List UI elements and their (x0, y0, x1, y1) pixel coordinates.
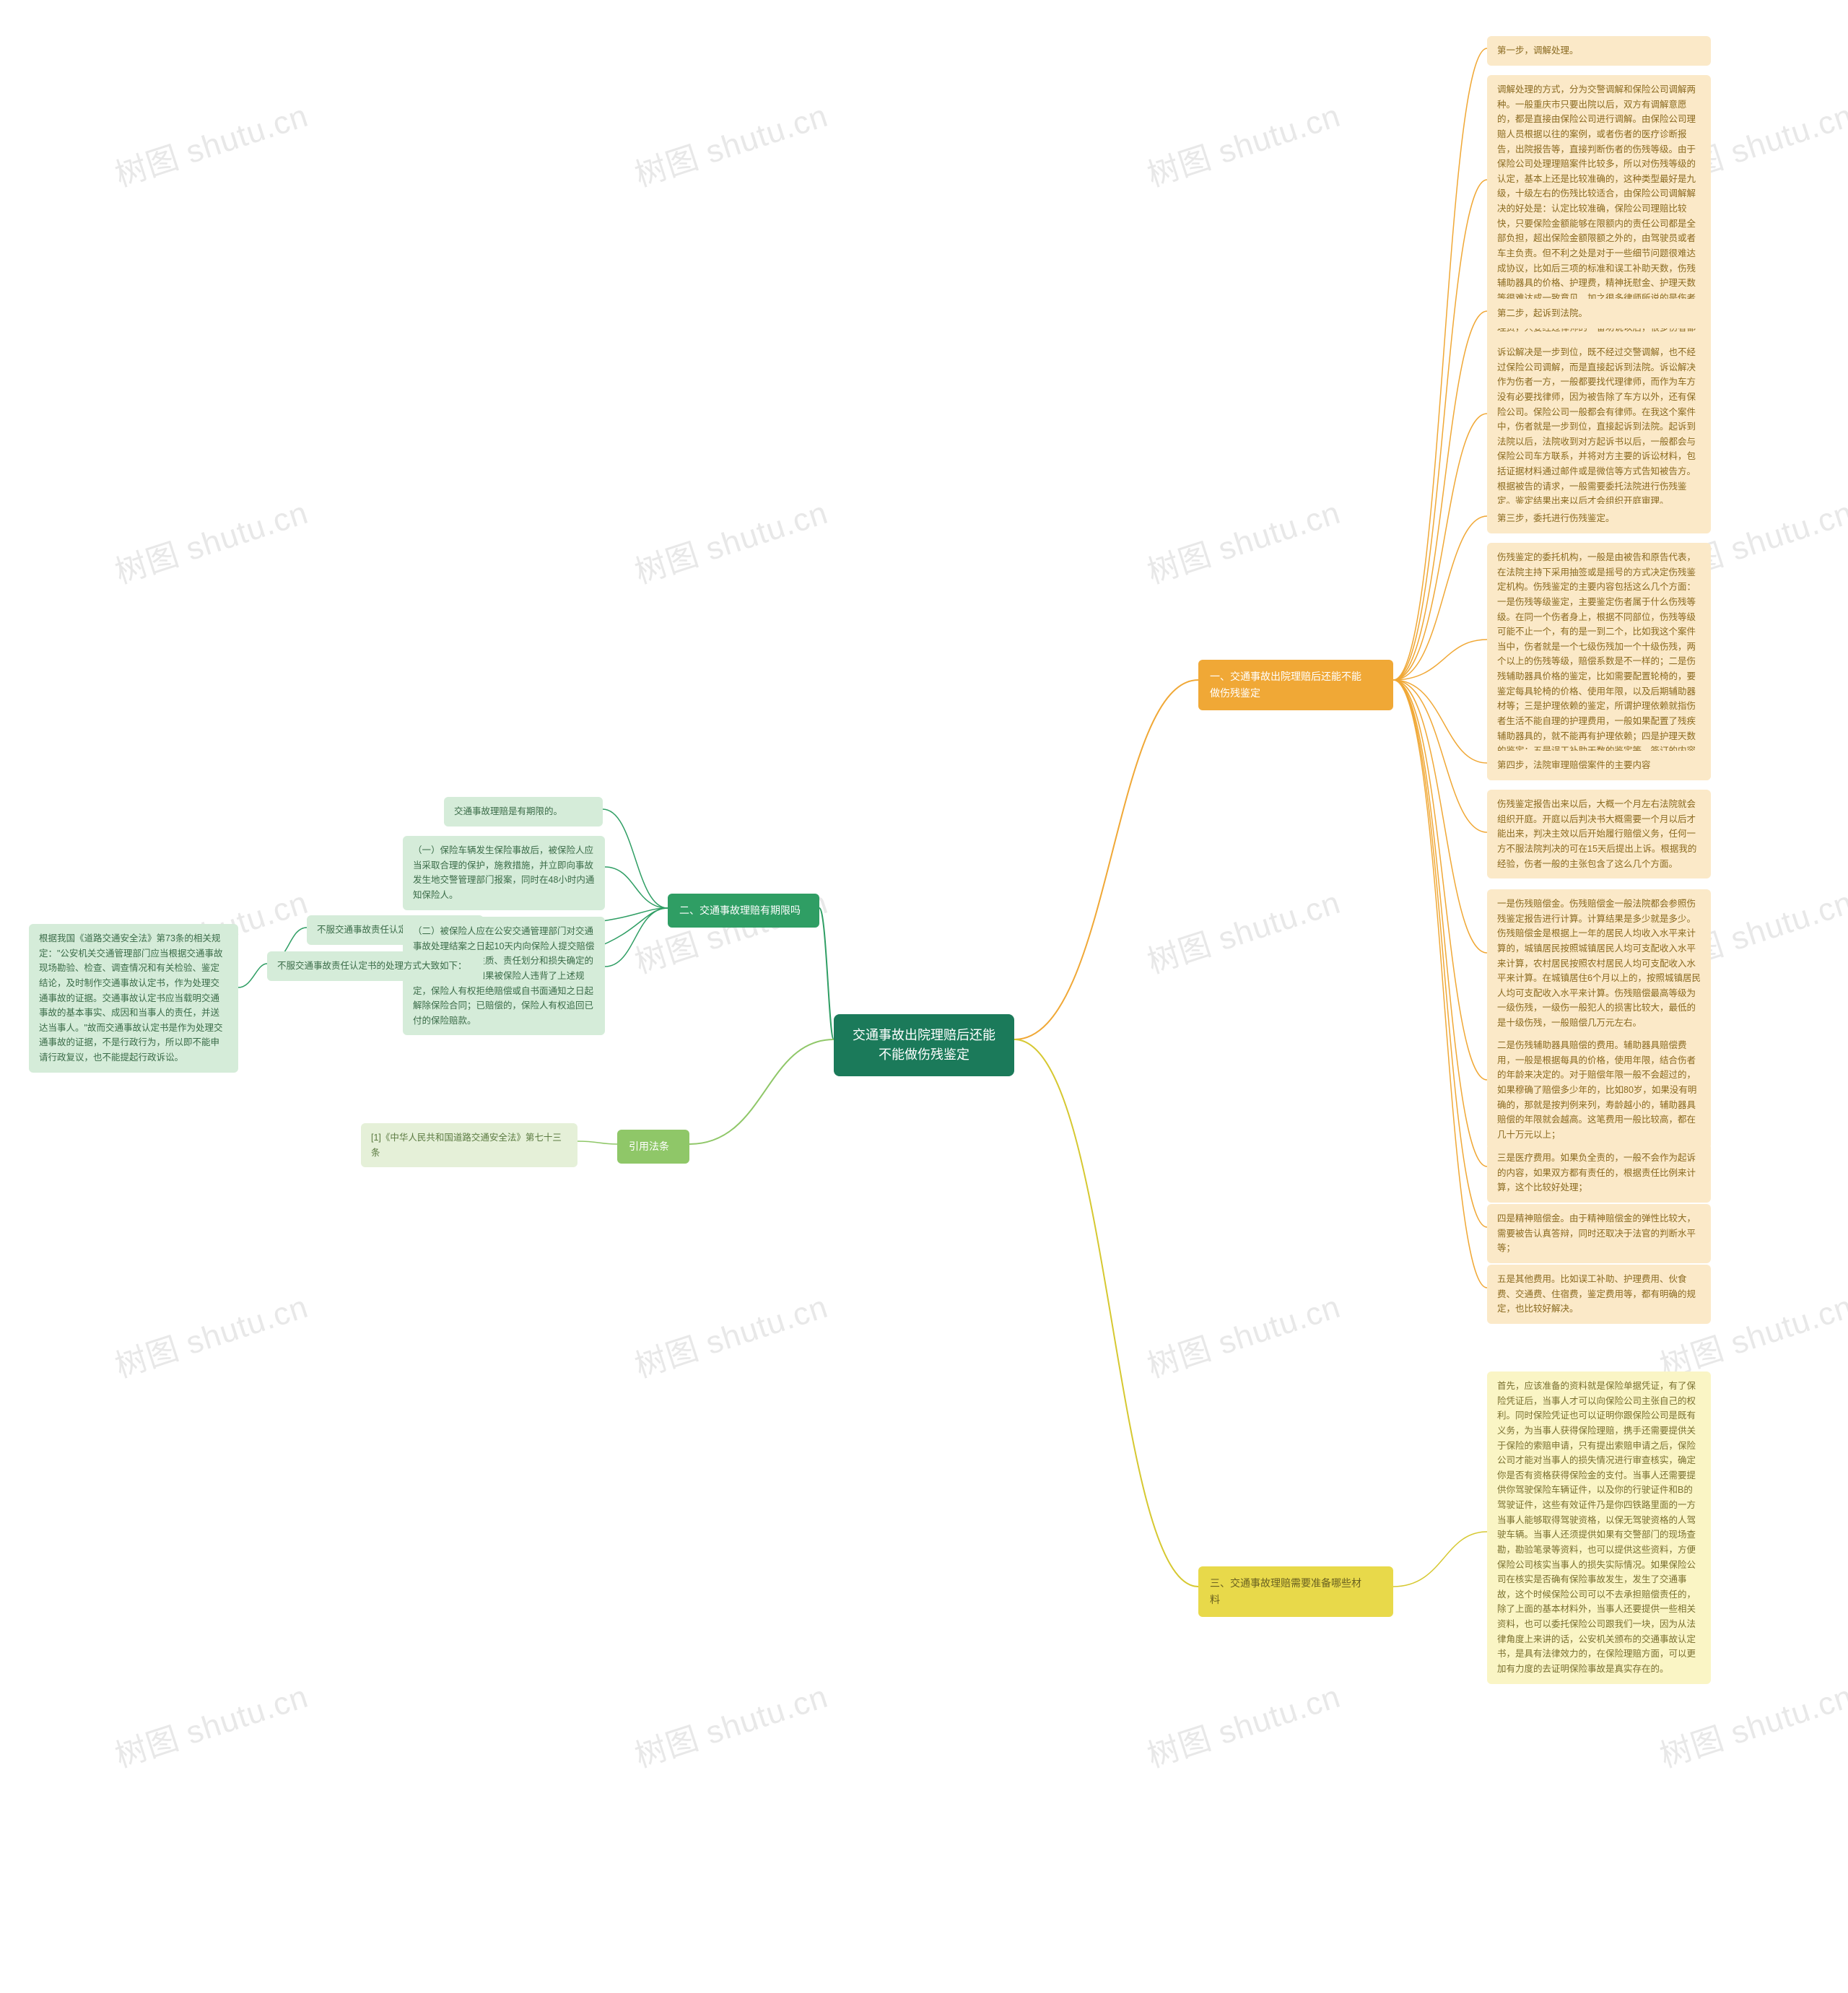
branch-2[interactable]: 二、交通事故理赔有期限吗 (668, 894, 819, 928)
branch-3[interactable]: 三、交通事故理赔需要准备哪些材料 (1198, 1566, 1393, 1617)
b1-leaf-3[interactable]: 诉讼解决是一步到位，既不经过交警调解，也不经过保险公司调解，而是直接起诉到法院。… (1487, 338, 1711, 516)
watermark-text: 树图 shutu.cn (1141, 1670, 1346, 1776)
b1-leaf-5[interactable]: 伤残鉴定的委托机构，一般是由被告和原告代表，在法院主持下采用抽签或是摇号的方式决… (1487, 543, 1711, 780)
b1-leaf-12[interactable]: 五是其他费用。比如误工补助、护理费用、伙食费、交通费、住宿费，鉴定费用等，都有明… (1487, 1265, 1711, 1324)
watermark-text: 树图 shutu.cn (628, 487, 833, 593)
watermark-text: 树图 shutu.cn (108, 487, 313, 593)
b1-leaf-0[interactable]: 第一步，调解处理。 (1487, 36, 1711, 66)
watermark-text: 树图 shutu.cn (628, 90, 833, 196)
watermark-text: 树图 shutu.cn (1141, 487, 1346, 593)
b1-leaf-9[interactable]: 二是伤残辅助器具赔偿的费用。辅助器具赔偿费用，一般是根据每具的价格，使用年限，结… (1487, 1031, 1711, 1149)
branch-4[interactable]: 引用法条 (617, 1130, 689, 1164)
branch-1[interactable]: 一、交通事故出院理赔后还能不能做伤残鉴定 (1198, 660, 1393, 710)
b2-leaf-0[interactable]: 交通事故理赔是有期限的。 (444, 797, 603, 827)
watermark-text: 树图 shutu.cn (108, 1281, 313, 1387)
watermark-text: 树图 shutu.cn (1141, 876, 1346, 982)
b1-leaf-7[interactable]: 伤残鉴定报告出来以后，大概一个月左右法院就会组织开庭。开庭以后判决书大概需要一个… (1487, 790, 1711, 878)
watermark-text: 树图 shutu.cn (1141, 1281, 1346, 1387)
watermark-text: 树图 shutu.cn (628, 1670, 833, 1776)
b1-leaf-6[interactable]: 第四步，法院审理赔偿案件的主要内容 (1487, 751, 1711, 780)
b1-leaf-8[interactable]: 一是伤残赔偿金。伤残赔偿金一般法院都会参照伤残鉴定报告进行计算。计算结果是多少就… (1487, 889, 1711, 1038)
b2-leaf-1[interactable]: （一）保险车辆发生保险事故后，被保险人应当采取合理的保护，施救措施，并立即向事故… (403, 836, 605, 910)
root-node[interactable]: 交通事故出院理赔后还能不能做伤残鉴定 (834, 1014, 1014, 1076)
b3-leaf-0[interactable]: 首先，应该准备的资料就是保险单据凭证，有了保险凭证后，当事人才可以向保险公司主张… (1487, 1371, 1711, 1684)
mindmap-canvas: 树图 shutu.cn 树图 shutu.cn 树图 shutu.cn 树图 shut… (0, 0, 1848, 1993)
watermark-text: 树图 shutu.cn (1653, 1670, 1848, 1776)
b1-leaf-2[interactable]: 第二步，起诉到法院。 (1487, 299, 1711, 328)
b2-leaf-4[interactable]: 不服交通事故责任认定书的处理方式大致如下： (267, 951, 484, 981)
watermark-text: 树图 shutu.cn (628, 876, 833, 982)
watermark-text: 树图 shutu.cn (108, 1670, 313, 1776)
b4-leaf-0[interactable]: [1]《中华人民共和国道路交通安全法》第七十三条 (361, 1123, 578, 1167)
b1-leaf-11[interactable]: 四是精神赔偿金。由于精神赔偿金的弹性比较大，需要被告认真答辩，同时还取决于法官的… (1487, 1204, 1711, 1263)
b1-leaf-4[interactable]: 第三步，委托进行伤残鉴定。 (1487, 504, 1711, 533)
b1-leaf-10[interactable]: 三是医疗费用。如果负全责的，一般不会作为起诉的内容，如果双方都有责任的，根据责任… (1487, 1143, 1711, 1203)
watermark-text: 树图 shutu.cn (628, 1281, 833, 1387)
watermark-text: 树图 shutu.cn (1141, 90, 1346, 196)
b2-leaf-5[interactable]: 根据我国《道路交通安全法》第73条的相关规定："公安机关交通管理部门应当根据交通… (29, 924, 238, 1073)
watermark-text: 树图 shutu.cn (108, 90, 313, 196)
